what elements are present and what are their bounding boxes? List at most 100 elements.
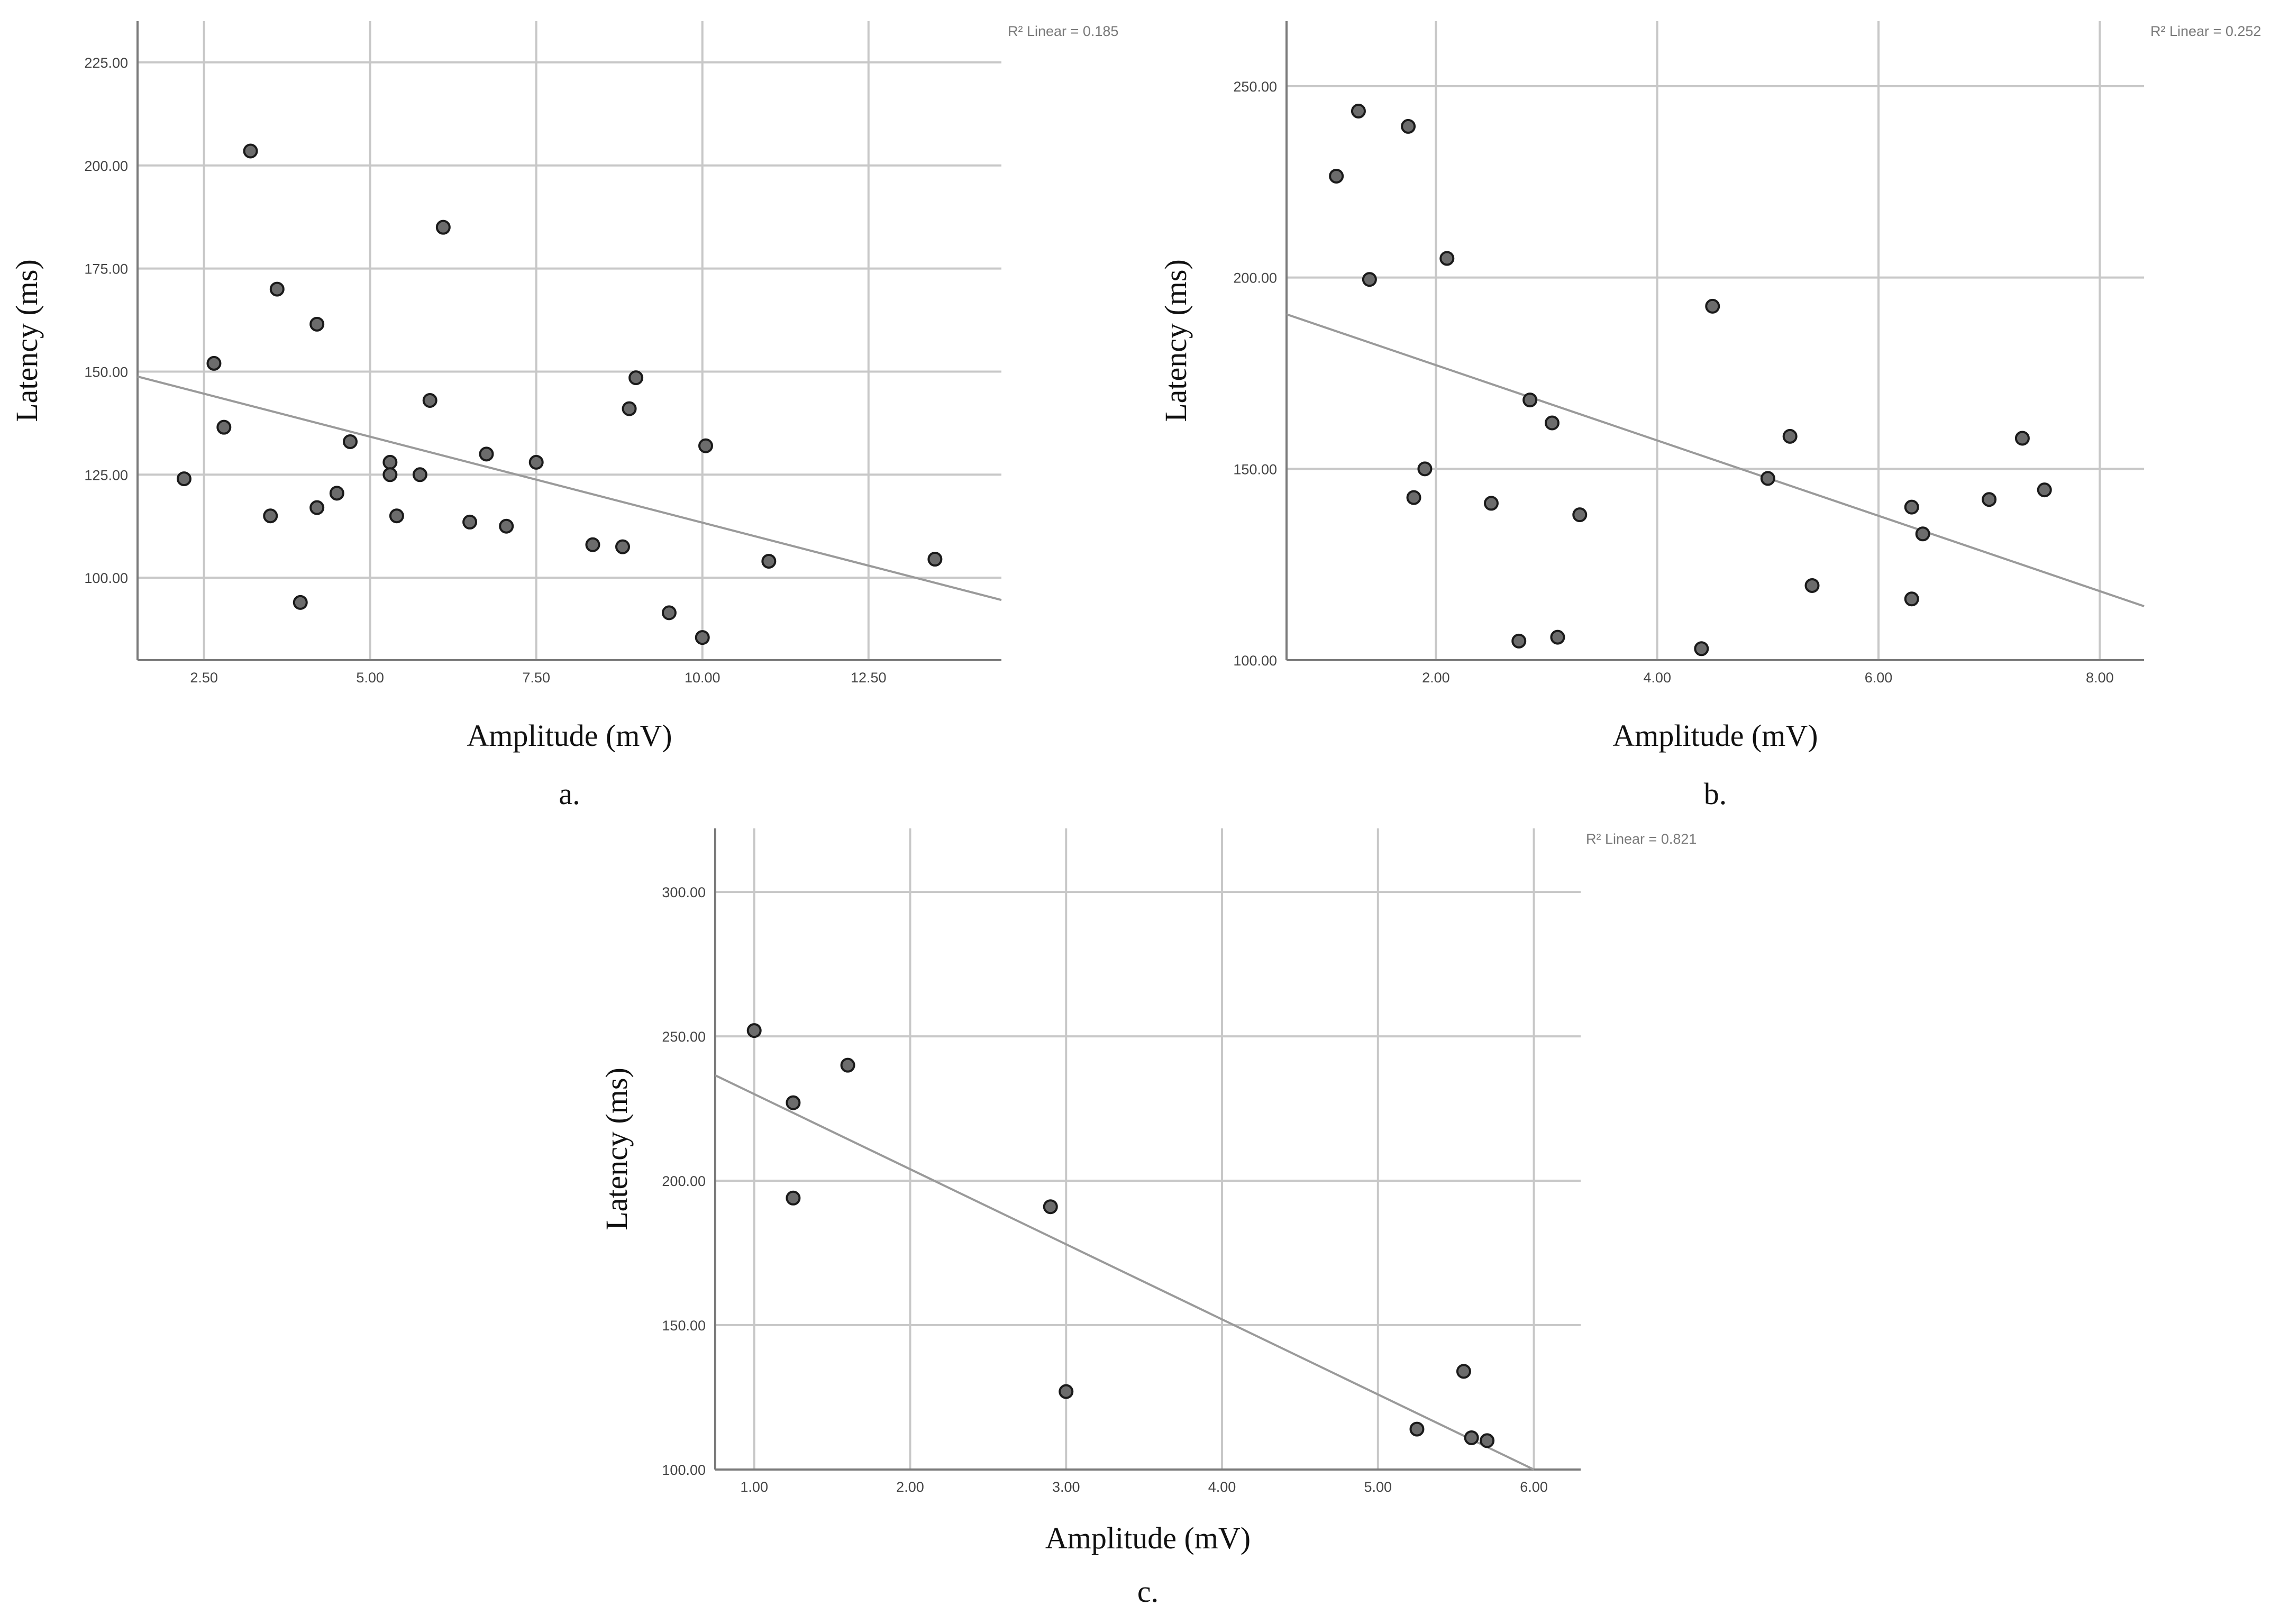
- data-point: [695, 630, 710, 645]
- y-tick-label: 100.00: [662, 1462, 706, 1478]
- y-tick-label: 175.00: [84, 261, 128, 277]
- x-tick-label: 12.50: [851, 670, 887, 686]
- data-point: [1043, 1199, 1058, 1215]
- y-axis-title: Latency (ms): [1159, 259, 1193, 422]
- data-point: [1550, 629, 1565, 645]
- data-point: [1409, 1421, 1425, 1437]
- r2-label: R² Linear = 0.252: [2150, 23, 2261, 39]
- scatter-panel-3: 1.00 2.00 3.00 4.00 5.00 6.00 100.00 150.00 200.…: [599, 828, 1697, 1609]
- y-axis-title: Latency (ms): [599, 1068, 634, 1230]
- x-tick-label: 5.00: [1364, 1479, 1392, 1495]
- data-point: [1483, 496, 1499, 511]
- data-point: [615, 539, 630, 554]
- data-point: [1982, 492, 1997, 507]
- data-point: [462, 514, 478, 530]
- panel-label: b.: [1704, 777, 1727, 811]
- data-point: [661, 605, 677, 621]
- data-point: [479, 446, 494, 462]
- x-tick-label: 10.00: [685, 670, 721, 686]
- r2-label: R² Linear = 0.185: [1008, 23, 1118, 39]
- y-axis-title: Latency (ms): [10, 259, 44, 422]
- data-point: [786, 1190, 801, 1206]
- fit-line: [1286, 313, 2145, 607]
- panel-label: c.: [1137, 1574, 1159, 1609]
- x-tick-label: 4.00: [1208, 1479, 1236, 1495]
- data-point: [1522, 393, 1538, 408]
- data-point: [1694, 641, 1709, 656]
- x-tick-label: 5.00: [356, 670, 384, 686]
- data-point: [293, 595, 308, 610]
- data-point: [1904, 591, 1919, 607]
- x-tick-label: 2.00: [1422, 670, 1450, 686]
- data-point: [1915, 526, 1930, 542]
- data-point: [761, 553, 777, 569]
- data-point: [329, 486, 344, 501]
- data-point: [927, 552, 943, 567]
- data-point: [746, 1023, 762, 1038]
- data-point: [1406, 490, 1421, 505]
- x-tick-label: 4.00: [1643, 670, 1671, 686]
- data-point: [2037, 482, 2052, 498]
- data-point: [216, 419, 232, 435]
- y-tick-label: 125.00: [84, 467, 128, 483]
- x-tick-label: 1.00: [740, 1479, 768, 1495]
- data-point: [628, 370, 644, 386]
- data-point: [786, 1095, 801, 1110]
- data-point: [1351, 103, 1366, 118]
- x-axis-title: Amplitude (mV): [1612, 718, 1818, 753]
- data-point: [1464, 1430, 1479, 1445]
- x-axis-title: Amplitude (mV): [467, 718, 672, 753]
- data-point: [2014, 431, 2030, 446]
- data-point: [499, 518, 514, 534]
- data-point: [206, 355, 222, 371]
- y-tick-label: 225.00: [84, 55, 128, 71]
- data-point: [1329, 168, 1344, 184]
- y-tick-label: 200.00: [662, 1173, 706, 1189]
- data-point: [840, 1057, 855, 1073]
- x-tick-label: 2.00: [896, 1479, 924, 1495]
- data-point: [528, 454, 544, 470]
- data-point: [412, 467, 427, 482]
- y-tick-label: 100.00: [84, 570, 128, 586]
- data-point: [342, 434, 358, 449]
- x-tick-label: 8.00: [2086, 670, 2114, 686]
- y-tick-label: 300.00: [662, 884, 706, 900]
- data-point: [1417, 461, 1433, 477]
- data-point: [622, 401, 637, 416]
- r2-label: R² Linear = 0.821: [1586, 831, 1697, 847]
- data-point: [389, 508, 404, 524]
- data-point: [698, 438, 714, 453]
- data-point: [1705, 298, 1720, 314]
- data-point: [1362, 272, 1377, 287]
- x-tick-label: 2.50: [190, 670, 218, 686]
- data-point: [1511, 633, 1527, 649]
- data-point: [1456, 1364, 1471, 1379]
- x-tick-label: 3.00: [1052, 1479, 1080, 1495]
- data-point: [1480, 1433, 1495, 1448]
- panel-label: a.: [559, 777, 580, 811]
- data-point: [382, 467, 398, 482]
- data-point: [1760, 471, 1775, 486]
- data-point: [1804, 578, 1820, 593]
- data-point: [382, 454, 398, 470]
- y-tick-label: 250.00: [1233, 79, 1277, 95]
- y-tick-label: 150.00: [84, 364, 128, 380]
- y-tick-label: 150.00: [1233, 461, 1277, 477]
- fit-line: [715, 1074, 1535, 1471]
- data-point: [1544, 415, 1560, 431]
- data-point: [435, 220, 451, 235]
- data-point: [1439, 251, 1455, 266]
- data-point: [269, 281, 285, 297]
- data-point: [309, 316, 325, 332]
- data-point: [1782, 428, 1798, 444]
- y-tick-label: 100.00: [1233, 653, 1277, 669]
- x-tick-label: 7.50: [522, 670, 550, 686]
- y-tick-label: 200.00: [1233, 270, 1277, 286]
- x-tick-label: 6.00: [1865, 670, 1893, 686]
- data-point: [585, 537, 600, 552]
- x-axis-title: Amplitude (mV): [1045, 1521, 1251, 1555]
- fit-line: [137, 375, 1002, 601]
- data-point: [1401, 118, 1416, 134]
- x-tick-label: 6.00: [1520, 1479, 1548, 1495]
- data-point: [263, 508, 278, 524]
